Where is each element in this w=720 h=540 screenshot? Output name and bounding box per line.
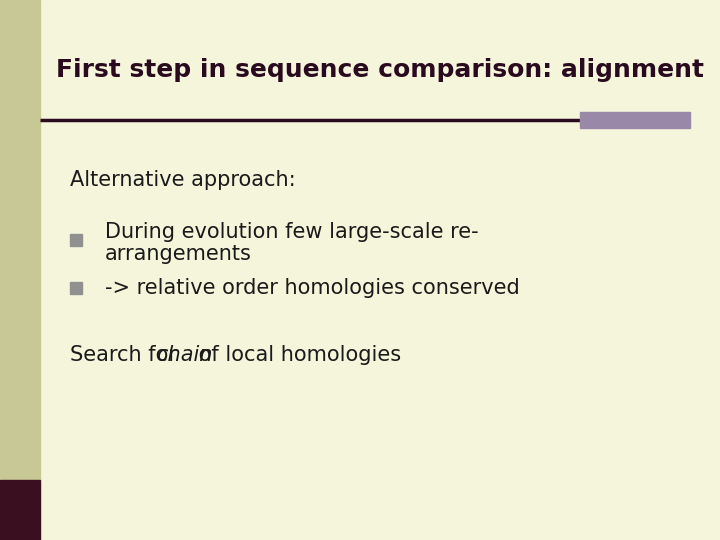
Text: of local homologies: of local homologies xyxy=(192,345,401,365)
Text: Alternative approach:: Alternative approach: xyxy=(70,170,296,190)
Text: Search for: Search for xyxy=(70,345,184,365)
Bar xyxy=(70,282,82,294)
Bar xyxy=(0,0,40,480)
Bar xyxy=(0,480,40,540)
Text: chain: chain xyxy=(156,345,212,365)
Bar xyxy=(580,112,690,128)
Text: During evolution few large-scale re-: During evolution few large-scale re- xyxy=(105,222,479,242)
Text: -> relative order homologies conserved: -> relative order homologies conserved xyxy=(105,278,520,298)
Text: arrangements: arrangements xyxy=(105,244,252,264)
Bar xyxy=(70,234,82,246)
Text: First step in sequence comparison: alignment: First step in sequence comparison: align… xyxy=(56,58,704,82)
